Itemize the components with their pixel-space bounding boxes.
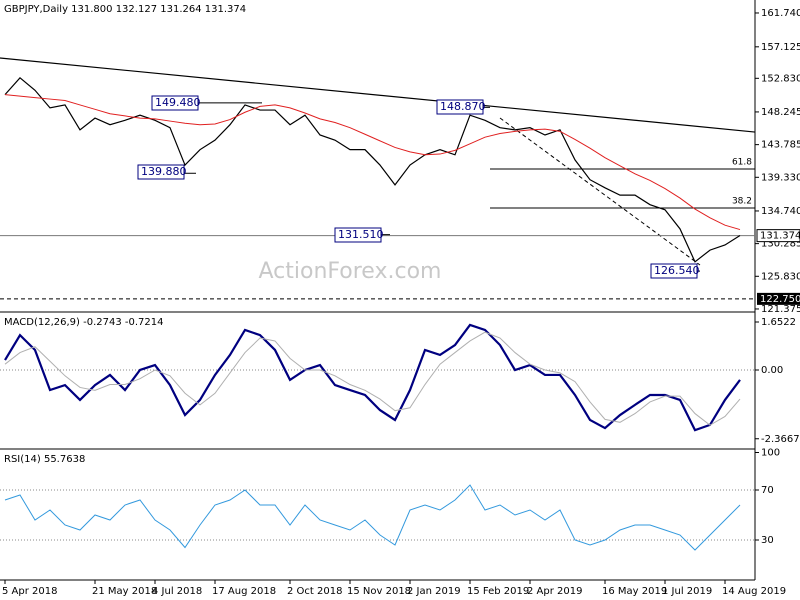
y-tick-label: 100 [761, 448, 780, 459]
macd-title: MACD(12,26,9) -0.2743 -0.7214 [4, 317, 164, 328]
y-tick-label: 134.740 [761, 206, 800, 217]
series-line [4, 94, 741, 231]
x-tick-label: 16 May 2019 [602, 586, 667, 597]
x-tick-label: 15 Feb 2019 [467, 586, 529, 597]
annotation-label: 126.540 [654, 264, 700, 277]
y-tick-label: 121.375 [761, 304, 800, 315]
y-tick-label: 125.830 [761, 271, 800, 282]
support-label: 122.750 [760, 294, 800, 305]
series-line [4, 323, 741, 432]
annotation-box [436, 99, 484, 115]
x-tick-label: 21 May 2018 [92, 586, 157, 597]
annotation-box [151, 95, 199, 111]
annotation-label: 131.510 [338, 228, 384, 241]
y-tick-label: 1.6522 [761, 317, 796, 328]
x-tick-label: 17 Aug 2018 [212, 586, 276, 597]
y-tick-label: 148.245 [761, 107, 800, 118]
annotation-box [137, 164, 185, 180]
annotation-label: 149.480 [155, 96, 201, 109]
last-price-box [756, 229, 800, 243]
y-tick-label: 0.00 [761, 365, 783, 376]
fib-label: 61.8 [732, 157, 752, 167]
x-tick-label: 2 Jan 2019 [407, 586, 461, 597]
x-tick-label: 2 Apr 2019 [527, 586, 582, 597]
y-tick-label: 70 [761, 485, 774, 496]
chart-title: GBPJPY,Daily 131.800 132.127 131.264 131… [4, 4, 246, 15]
y-tick-label: 152.830 [761, 73, 800, 84]
last-price-label: 131.374 [760, 231, 800, 242]
annotation-box [334, 227, 382, 243]
y-tick-label: 130.285 [761, 239, 800, 250]
fib-label: 38.2 [732, 196, 752, 206]
y-tick-label: 143.785 [761, 140, 800, 151]
series-line [4, 331, 741, 426]
watermark: ActionForex.com [259, 259, 442, 284]
x-tick-label: 5 Apr 2018 [2, 586, 57, 597]
trendline [0, 57, 756, 133]
series-line [4, 76, 741, 263]
support-box [757, 292, 800, 305]
y-tick-label: 30 [761, 535, 774, 546]
y-tick-label: 157.125 [761, 42, 800, 53]
x-tick-label: 15 Nov 2018 [347, 586, 411, 597]
annotation-box [650, 263, 698, 279]
rsi-title: RSI(14) 55.7638 [4, 454, 85, 465]
x-tick-label: 2 Oct 2018 [287, 586, 342, 597]
y-tick-label: 139.330 [761, 172, 800, 183]
x-tick-label: 4 Jul 2018 [152, 586, 202, 597]
channel-line [499, 117, 701, 266]
x-tick-label: 1 Jul 2019 [662, 586, 712, 597]
annotation-label: 139.880 [141, 165, 187, 178]
y-tick-label: -2.3667 [761, 434, 800, 445]
x-tick-label: 14 Aug 2019 [722, 586, 786, 597]
series-line [4, 484, 741, 551]
annotation-label: 148.870 [440, 100, 486, 113]
y-tick-label: 161.740 [761, 8, 800, 19]
